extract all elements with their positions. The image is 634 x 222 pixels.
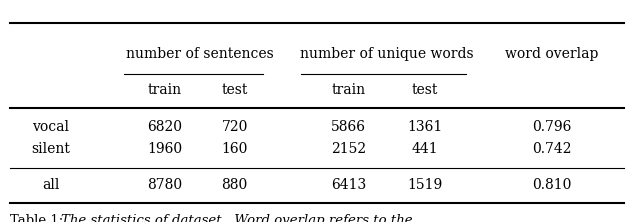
Point [462,73,470,76]
Text: vocal: vocal [32,120,69,134]
Text: 160: 160 [221,142,248,156]
Text: all: all [42,178,60,192]
Text: Table 1:: Table 1: [10,214,67,222]
Text: The statistics of dataset.  Word overlap refers to the: The statistics of dataset. Word overlap … [61,214,413,222]
Text: silent: silent [31,142,70,156]
Text: 1361: 1361 [407,120,443,134]
Point [120,73,127,76]
Text: 6820: 6820 [147,120,183,134]
Point [259,73,267,76]
Text: 1960: 1960 [147,142,183,156]
Text: 1519: 1519 [407,178,443,192]
Point [297,73,305,76]
Text: 0.796: 0.796 [532,120,571,134]
Text: 441: 441 [411,142,438,156]
Text: 2152: 2152 [331,142,366,156]
Text: train: train [332,83,366,97]
Text: word overlap: word overlap [505,47,598,61]
Text: 880: 880 [221,178,248,192]
Text: test: test [221,83,248,97]
Text: number of unique words: number of unique words [300,47,474,61]
Text: number of sentences: number of sentences [126,47,274,61]
Text: 6413: 6413 [331,178,366,192]
Text: 0.810: 0.810 [532,178,571,192]
Text: train: train [148,83,182,97]
Text: 5866: 5866 [331,120,366,134]
Text: 0.742: 0.742 [532,142,571,156]
Text: test: test [411,83,438,97]
Text: 8780: 8780 [147,178,183,192]
Text: 720: 720 [221,120,248,134]
